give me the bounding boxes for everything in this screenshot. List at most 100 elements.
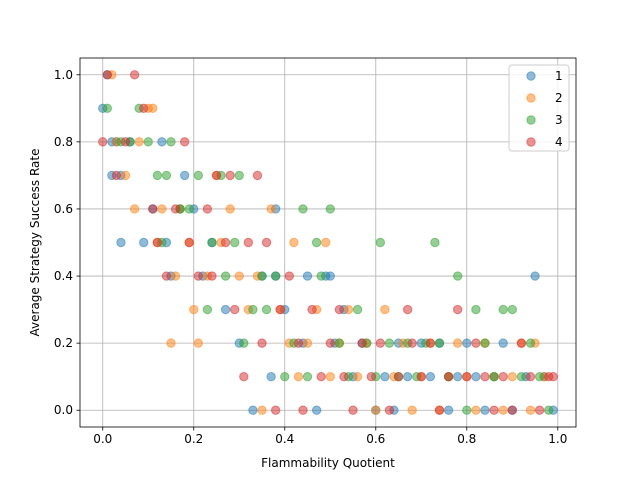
data-point — [525, 405, 536, 415]
data-point — [525, 338, 536, 348]
data-point — [302, 371, 313, 382]
data-point — [166, 338, 176, 348]
data-point — [266, 204, 276, 214]
data-point — [252, 170, 263, 181]
data-point — [462, 405, 472, 415]
data-point — [534, 371, 545, 382]
data-point — [407, 405, 417, 415]
data-point — [339, 371, 349, 382]
data-point — [234, 170, 244, 181]
data-point — [302, 271, 313, 281]
data-point — [298, 405, 308, 415]
data-point — [179, 137, 190, 147]
legend-label: 3 — [555, 113, 563, 127]
legend-label: 4 — [555, 135, 563, 149]
data-point — [202, 204, 213, 214]
data-point — [284, 271, 295, 281]
data-point — [193, 338, 204, 348]
y-axis-label: Average Strategy Success Rate — [28, 149, 42, 337]
y-tick-label: 0.2 — [54, 336, 73, 350]
data-point — [139, 237, 149, 248]
data-point — [225, 170, 235, 181]
data-point — [179, 170, 190, 181]
data-point — [239, 338, 249, 348]
data-point — [489, 405, 499, 415]
x-tick-label: 0.0 — [93, 432, 112, 446]
data-point — [334, 304, 345, 315]
data-point — [161, 170, 172, 181]
data-point — [352, 304, 363, 315]
data-point — [516, 338, 527, 348]
data-point — [234, 271, 244, 281]
data-point — [161, 271, 172, 281]
data-point — [325, 371, 335, 382]
data-point — [402, 371, 413, 382]
data-point — [193, 271, 204, 281]
data-point — [280, 371, 290, 382]
data-point — [111, 170, 122, 181]
data-point — [302, 338, 313, 348]
y-tick-label: 0.0 — [54, 403, 73, 417]
data-point — [375, 338, 386, 348]
data-point — [480, 338, 490, 348]
data-point — [384, 338, 395, 348]
data-point — [270, 405, 281, 415]
data-point — [202, 304, 213, 315]
data-point — [261, 237, 272, 248]
x-tick-label: 0.8 — [457, 432, 476, 446]
legend-marker-2 — [526, 93, 536, 103]
data-point — [452, 271, 463, 281]
data-point — [248, 304, 258, 315]
data-point — [189, 304, 199, 315]
data-point — [152, 237, 163, 248]
data-point — [489, 371, 499, 382]
data-point — [471, 304, 481, 315]
data-point — [462, 371, 472, 382]
data-point — [480, 371, 490, 382]
data-point — [143, 137, 153, 147]
data-point — [239, 371, 249, 382]
data-points — [98, 70, 558, 415]
x-tick-label: 1.0 — [548, 432, 567, 446]
y-axis-ticks: 0.0 0.2 0.4 0.6 0.8 1.0 — [54, 68, 80, 417]
data-point — [425, 338, 436, 348]
data-point — [352, 371, 363, 382]
data-point — [134, 137, 144, 147]
data-point — [443, 405, 454, 415]
data-point — [534, 405, 545, 415]
data-point — [325, 204, 335, 214]
x-axis-label: Flammability Quotient — [261, 456, 395, 470]
data-point — [257, 338, 267, 348]
y-tick-label: 0.4 — [54, 269, 73, 283]
x-tick-label: 0.6 — [366, 432, 385, 446]
data-point — [316, 271, 326, 281]
data-point — [375, 237, 386, 248]
data-point — [116, 237, 126, 248]
data-point — [157, 204, 167, 214]
data-point — [416, 371, 426, 382]
data-point — [184, 237, 194, 248]
series-4-points — [98, 70, 558, 415]
legend-frame — [508, 64, 570, 152]
data-point — [498, 304, 508, 315]
data-point — [366, 371, 376, 382]
data-point — [152, 170, 163, 181]
data-point — [248, 405, 258, 415]
data-point — [498, 371, 508, 382]
legend-label: 2 — [555, 91, 563, 105]
legend: 1 2 3 4 — [508, 64, 570, 152]
data-point — [357, 338, 367, 348]
data-point — [543, 405, 554, 415]
data-point — [289, 237, 299, 248]
data-point — [452, 371, 463, 382]
data-point — [257, 405, 267, 415]
data-point — [298, 204, 308, 214]
data-point — [129, 204, 140, 214]
data-point — [207, 237, 217, 248]
data-point — [211, 170, 222, 181]
data-point — [120, 170, 131, 181]
data-point — [452, 338, 463, 348]
data-point — [148, 204, 158, 214]
data-point — [139, 103, 149, 114]
